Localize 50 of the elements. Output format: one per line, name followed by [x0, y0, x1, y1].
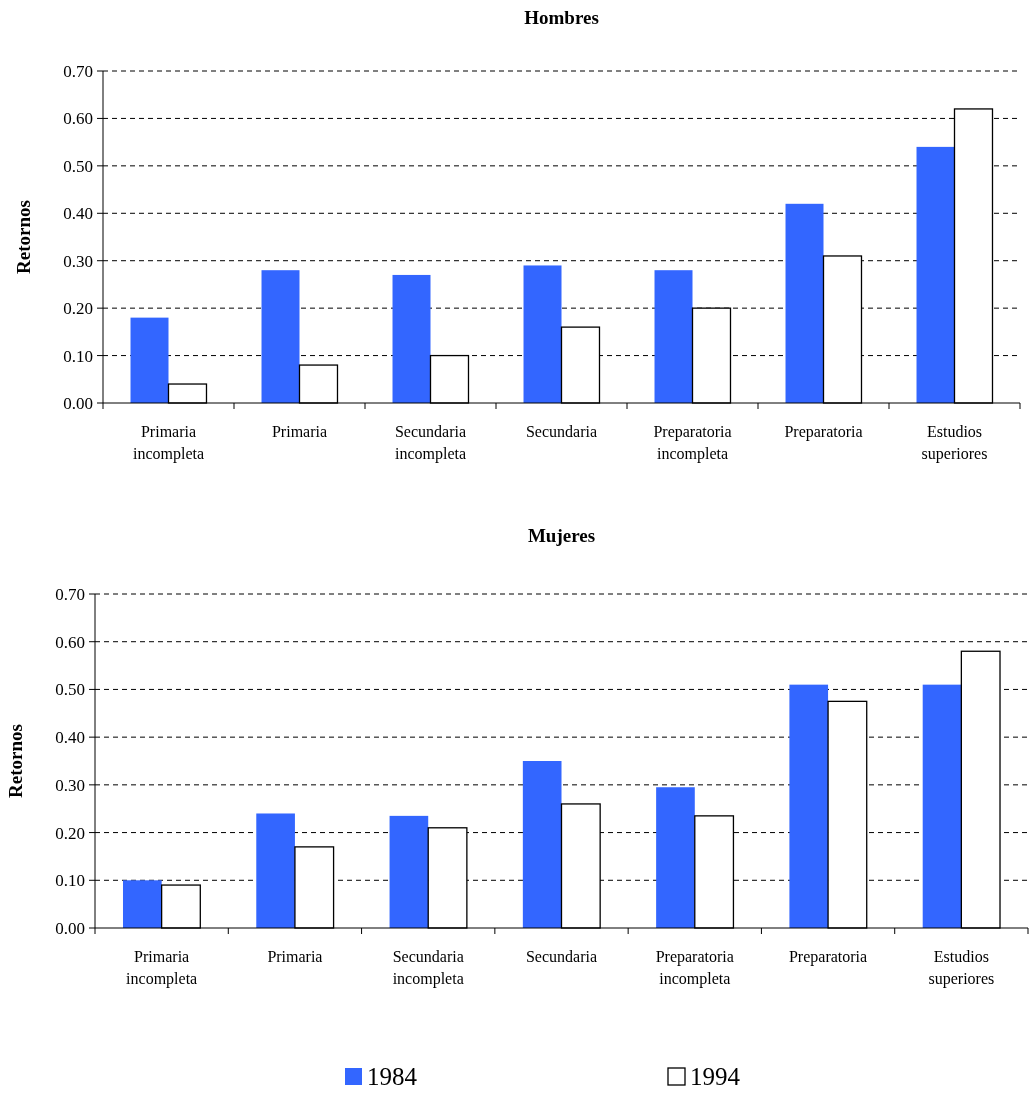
bar: [789, 684, 829, 928]
y-tick-label: 0.30: [63, 251, 93, 271]
x-tick-label: Preparatoria: [788, 948, 868, 966]
y-tick-label: 0.70: [63, 61, 93, 81]
bar: [522, 761, 562, 928]
chart-title: Mujeres: [527, 525, 596, 546]
bar: [785, 203, 824, 403]
y-tick-label: 0.10: [55, 871, 85, 891]
bar: [654, 270, 693, 403]
x-tick-label: Preparatoria: [784, 423, 863, 441]
x-tick-label: Primaria: [267, 948, 323, 965]
chart-title: Hombres: [524, 7, 599, 28]
x-tick-label: Primaria: [271, 423, 328, 440]
y-tick-label: 0.20: [63, 299, 93, 319]
x-tick-label: Primaria incompleta: [126, 948, 198, 988]
x-tick-label: Estudios superiores: [928, 948, 995, 988]
y-tick-label: 0.50: [55, 680, 85, 700]
y-axis-title: Retornos: [5, 724, 26, 798]
bar: [261, 270, 300, 403]
x-tick-label: Preparatoria incompleta: [655, 948, 734, 988]
y-tick-label: 0.60: [55, 632, 85, 652]
bar: [922, 684, 962, 928]
y-tick-label: 0.20: [55, 823, 85, 843]
y-axis-title: Retornos: [13, 200, 34, 274]
bar: [130, 317, 169, 403]
y-tick-label: 0.50: [63, 156, 93, 176]
y-tick-label: 0.30: [55, 775, 85, 795]
y-tick-label: 0.40: [55, 728, 85, 748]
legend-label: 1994: [690, 1063, 741, 1090]
x-tick-label: Preparatoria incompleta: [653, 423, 732, 463]
x-tick-label: Secundaria: [525, 423, 598, 440]
bar: [916, 146, 955, 403]
y-tick-label: 0.00: [55, 918, 85, 938]
legend-label: 1984: [367, 1063, 418, 1090]
x-tick-label: Estudios superiores: [921, 423, 988, 463]
bar: [523, 265, 562, 403]
y-tick-label: 0.00: [63, 393, 93, 413]
y-tick-label: 0.40: [63, 204, 93, 224]
x-tick-label: Primaria incompleta: [132, 423, 205, 463]
bar: [122, 880, 162, 928]
x-tick-label: Secundaria: [525, 948, 598, 965]
bar: [392, 274, 431, 403]
y-tick-label: 0.70: [55, 584, 85, 604]
bar: [256, 813, 295, 928]
y-tick-label: 0.60: [63, 109, 93, 129]
bar: [656, 787, 695, 928]
x-tick-label: Secundaria incompleta: [394, 423, 467, 463]
x-tick-label: Secundaria incompleta: [392, 948, 464, 988]
bar: [389, 815, 429, 928]
y-tick-label: 0.10: [63, 346, 93, 366]
